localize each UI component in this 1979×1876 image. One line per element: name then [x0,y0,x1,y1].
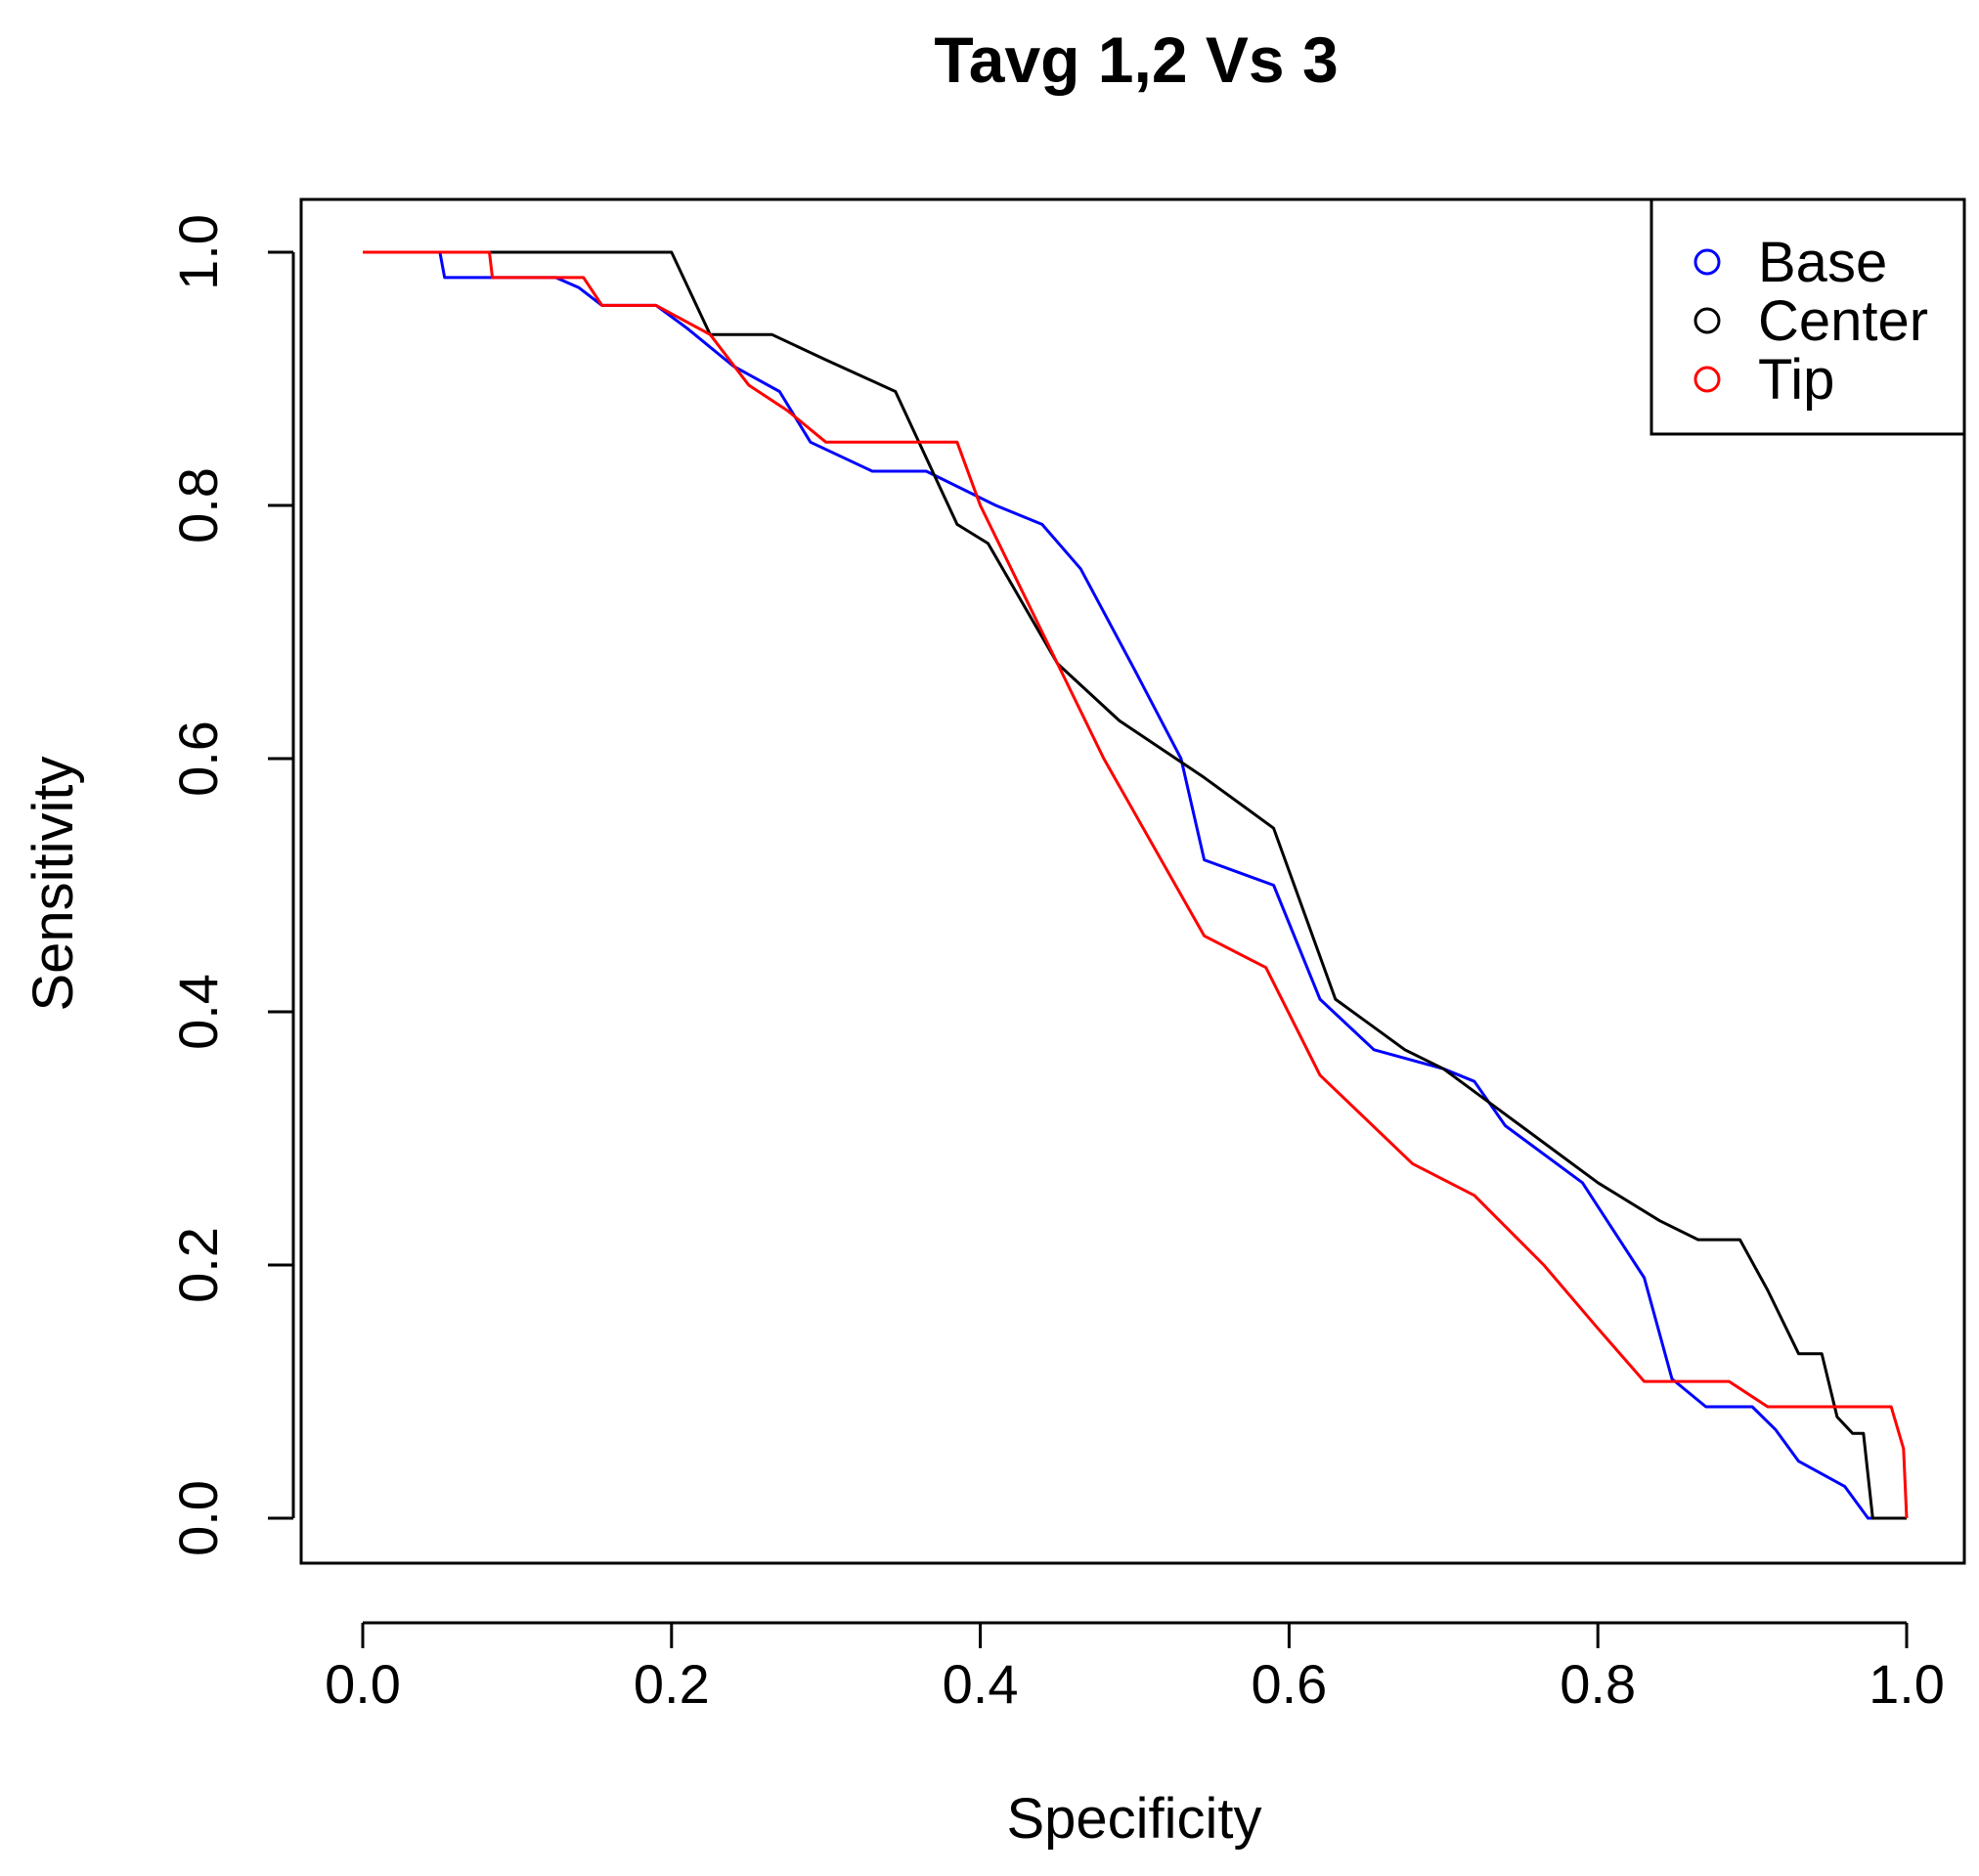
legend-label-tip: Tip [1758,348,1834,412]
x-tick-label: 0.6 [1251,1653,1327,1715]
legend-marker-tip [1693,366,1721,393]
legend-label-center: Center [1758,289,1928,353]
y-tick-label: 0.6 [167,720,229,797]
x-tick-label: 0.8 [1560,1653,1636,1715]
y-tick-label: 0.4 [167,974,229,1050]
plot-frame [299,197,1966,1565]
series-layer [363,250,1909,1520]
series-line-center [363,250,1907,1520]
x-tick-label: 0.2 [634,1653,710,1715]
y-tick-label: 1.0 [167,214,229,290]
y-axis-title: Sensitivity [22,756,85,1011]
legend-box [1649,197,1966,436]
legend-marker-center [1693,307,1721,334]
y-tick-label: 0.0 [167,1480,229,1556]
y-tick-label: 0.2 [167,1227,229,1303]
chart-title: Tavg 1,2 Vs 3 [934,23,1338,96]
x-tick-label: 0.4 [943,1653,1019,1715]
x-axis: 0.0 0.2 0.4 0.6 0.8 1.0 [325,1621,1945,1715]
y-tick-label: 0.8 [167,467,229,544]
legend-label-base: Base [1758,231,1887,294]
x-tick-label: 0.0 [325,1653,401,1715]
legend-marker-base [1693,248,1721,276]
x-axis-title: Specificity [1006,1787,1261,1851]
y-axis: 0.0 0.2 0.4 0.6 0.8 1.0 [167,214,295,1556]
series-line-tip [363,250,1909,1519]
x-tick-label: 1.0 [1869,1653,1945,1715]
